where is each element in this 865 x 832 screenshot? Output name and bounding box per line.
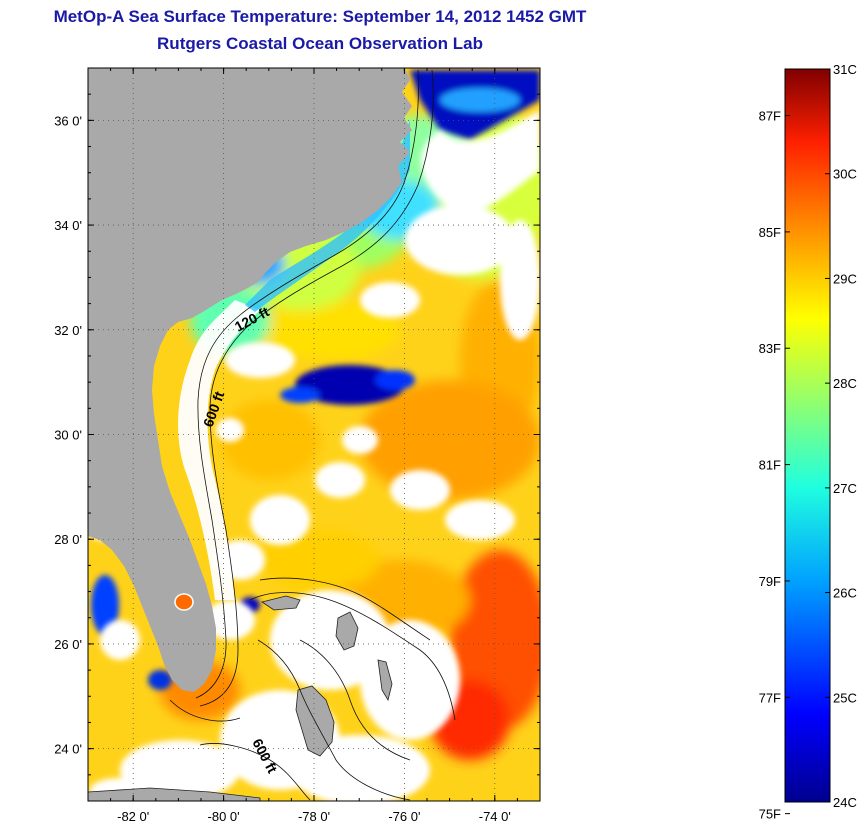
colorbar-label-f: 75F (759, 807, 781, 822)
lake-okeechobee (174, 593, 194, 611)
lon-tick-label: -76 0' (388, 809, 420, 824)
colorbar-label-c: 27C (833, 481, 857, 496)
lon-tick-label: -74 0' (479, 809, 511, 824)
lat-tick-label: 36 0' (54, 113, 82, 128)
cold-pools (91, 70, 540, 690)
colorbar-label-c: 26C (833, 586, 857, 601)
colorbar-label-c: 31C (833, 62, 857, 77)
land-cuba (88, 787, 261, 801)
lat-tick-label: 30 0' (54, 428, 82, 443)
colorbar-label-f: 85F (759, 225, 781, 240)
colorbar (784, 68, 831, 803)
colorbar-label-f: 83F (759, 341, 781, 356)
lat-tick-label: 26 0' (54, 637, 82, 652)
bathymetry-contours (169, 69, 456, 801)
colorbar-labels: 31C 30C 29C 28C 27C 26C 25C 24C 87F 85F 83F 81F 79F 7… (759, 62, 857, 822)
land-us-mainland (88, 68, 412, 692)
colorbar-label-f: 87F (759, 109, 781, 124)
land-eleuthera (377, 659, 393, 702)
land-grand-bahama (261, 595, 301, 611)
coastal-cloud-band (178, 300, 260, 600)
colorbar-label-f: 79F (759, 574, 781, 589)
lat-tick-label: 34 0' (54, 218, 82, 233)
lat-tick-label: 32 0' (54, 323, 82, 338)
lon-tick-label: -80 0' (208, 809, 240, 824)
lat-tick-label: 24 0' (54, 742, 82, 757)
nearshore-cool-band (245, 120, 410, 312)
lat-tick-label: 28 0' (54, 532, 82, 547)
lon-tick-label: -78 0' (298, 809, 330, 824)
colorbar-label-c: 29C (833, 271, 857, 286)
colorbar-label-c: 25C (833, 690, 857, 705)
colorbar-label-f: 77F (759, 690, 781, 705)
colorbar-ticks (785, 68, 830, 815)
axis-tick-labels: -82 0' -80 0' -78 0' -76 0' -74 0' 36 0' 34 0'… (54, 113, 511, 824)
colorbar-label-c: 24C (833, 795, 857, 810)
lon-tick-label: -82 0' (117, 809, 149, 824)
colorbar-label-c: 30C (833, 167, 857, 182)
land-abaco (335, 611, 359, 651)
map-title: MetOp-A Sea Surface Temperature: Septemb… (53, 7, 587, 26)
colorbar-label-f: 81F (759, 458, 781, 473)
axis-ticks (87, 67, 541, 802)
lat-lon-grid (88, 68, 540, 801)
map-subtitle: Rutgers Coastal Ocean Observation Lab (157, 34, 483, 53)
colorbar-label-c: 28C (833, 376, 857, 391)
